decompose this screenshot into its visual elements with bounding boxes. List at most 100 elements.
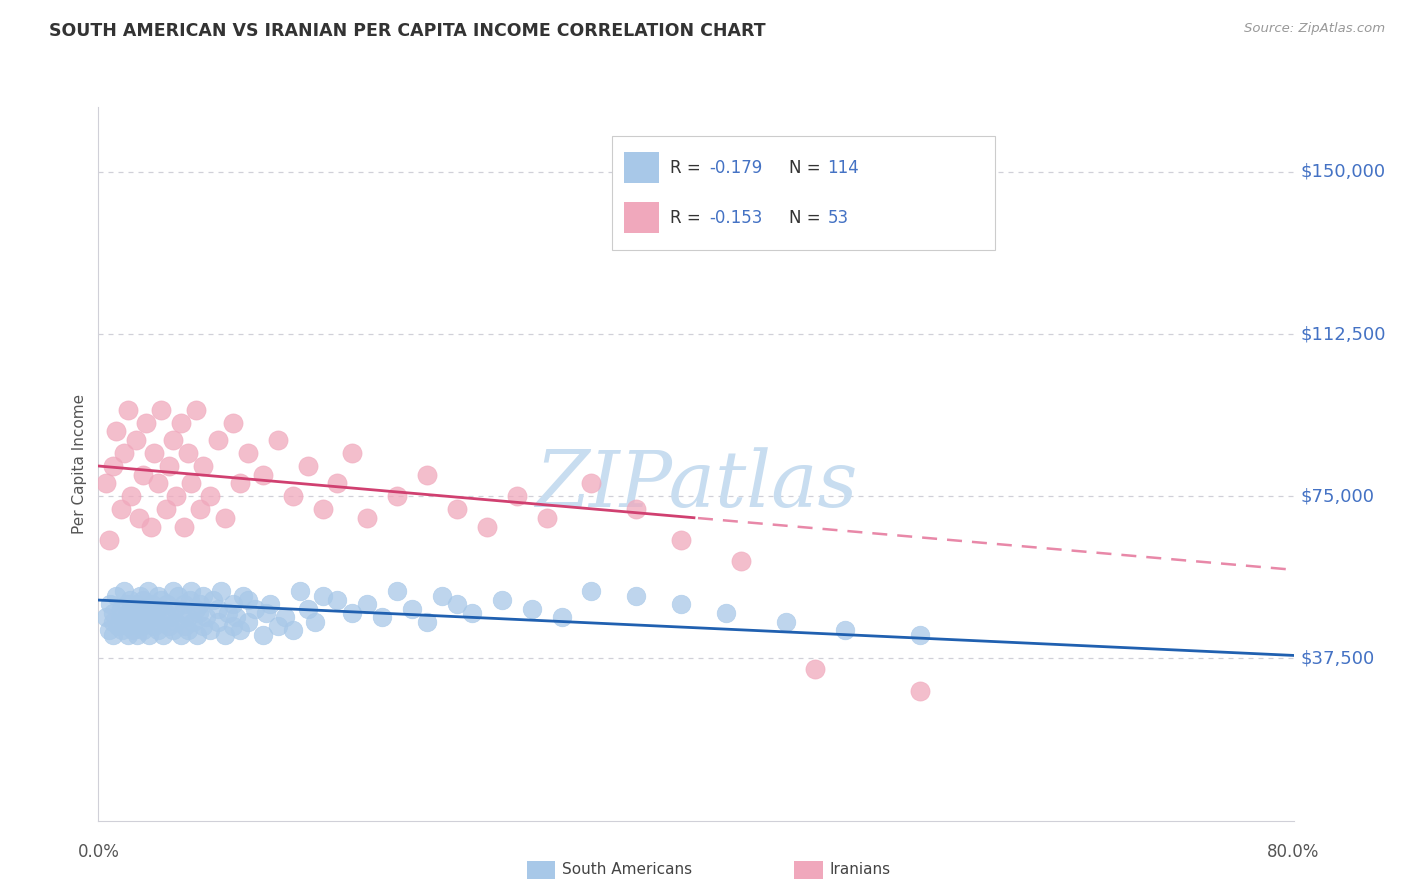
Point	[165, 615, 187, 629]
Point	[105, 425, 128, 439]
Point	[245, 601, 267, 615]
Point	[155, 502, 177, 516]
Point	[112, 446, 135, 460]
Text: -0.179: -0.179	[709, 159, 762, 177]
Point	[139, 519, 162, 533]
Point	[117, 619, 139, 633]
Point	[142, 619, 165, 633]
Point	[177, 624, 200, 638]
Point	[125, 615, 148, 629]
Point	[304, 615, 326, 629]
Point	[172, 606, 194, 620]
Point	[581, 584, 603, 599]
Point	[103, 628, 125, 642]
Y-axis label: Per Capita Income: Per Capita Income	[72, 393, 87, 534]
Point	[236, 446, 259, 460]
Point	[152, 628, 174, 642]
Point	[430, 589, 453, 603]
Point	[188, 502, 211, 516]
Point	[169, 628, 191, 642]
Text: SOUTH AMERICAN VS IRANIAN PER CAPITA INCOME CORRELATION CHART: SOUTH AMERICAN VS IRANIAN PER CAPITA INC…	[49, 22, 766, 40]
Point	[259, 598, 281, 612]
Point	[356, 598, 378, 612]
Point	[134, 601, 156, 615]
Point	[159, 610, 181, 624]
Point	[117, 402, 139, 417]
Point	[148, 624, 170, 638]
Point	[491, 593, 513, 607]
Point	[506, 489, 529, 503]
Point	[229, 624, 252, 638]
Point	[148, 476, 170, 491]
Point	[157, 619, 180, 633]
Point	[110, 502, 132, 516]
Point	[188, 598, 211, 612]
Point	[105, 589, 128, 603]
Text: R =: R =	[669, 159, 706, 177]
Point	[142, 446, 165, 460]
Point	[267, 433, 290, 447]
Point	[120, 610, 142, 624]
Text: -0.153: -0.153	[709, 209, 762, 227]
Point	[222, 598, 245, 612]
Point	[132, 610, 155, 624]
Point	[326, 593, 349, 607]
Point	[311, 589, 333, 603]
Point	[225, 610, 247, 624]
Point	[156, 598, 179, 612]
Point	[186, 628, 208, 642]
Point	[150, 593, 173, 607]
Point	[297, 601, 319, 615]
Point	[121, 624, 143, 638]
Point	[148, 601, 170, 615]
Point	[138, 628, 160, 642]
Point	[229, 476, 252, 491]
Text: $75,000: $75,000	[1301, 487, 1375, 505]
Point	[135, 416, 157, 430]
Point	[174, 619, 197, 633]
Point	[155, 606, 177, 620]
Point	[669, 598, 692, 612]
Point	[162, 624, 184, 638]
Point	[908, 684, 931, 698]
Point	[98, 598, 122, 612]
Point	[139, 606, 162, 620]
Point	[446, 502, 468, 516]
Point	[222, 416, 245, 430]
Point	[520, 601, 543, 615]
Point	[191, 619, 214, 633]
Point	[624, 589, 647, 603]
Text: 0.0%: 0.0%	[77, 843, 120, 861]
Point	[191, 589, 214, 603]
Point	[127, 628, 149, 642]
Point	[475, 519, 498, 533]
Text: R =: R =	[669, 209, 706, 227]
Point	[232, 589, 254, 603]
Point	[209, 584, 232, 599]
Point	[236, 615, 259, 629]
Point	[166, 589, 188, 603]
Point	[200, 489, 222, 503]
Point	[217, 606, 239, 620]
Point	[107, 619, 129, 633]
Point	[730, 554, 752, 568]
Point	[97, 533, 120, 547]
Point	[162, 433, 184, 447]
Point	[385, 584, 409, 599]
Point	[385, 489, 409, 503]
Point	[117, 606, 139, 620]
Point	[141, 598, 163, 612]
Point	[112, 584, 135, 599]
Point	[173, 519, 195, 533]
Point	[416, 615, 439, 629]
Point	[149, 615, 172, 629]
Point	[274, 610, 297, 624]
Text: ZIPatlas: ZIPatlas	[534, 447, 858, 524]
Point	[162, 584, 184, 599]
Point	[214, 511, 236, 525]
Point	[157, 458, 180, 473]
Point	[94, 476, 117, 491]
Point	[128, 511, 150, 525]
Point	[207, 601, 229, 615]
Point	[714, 606, 737, 620]
